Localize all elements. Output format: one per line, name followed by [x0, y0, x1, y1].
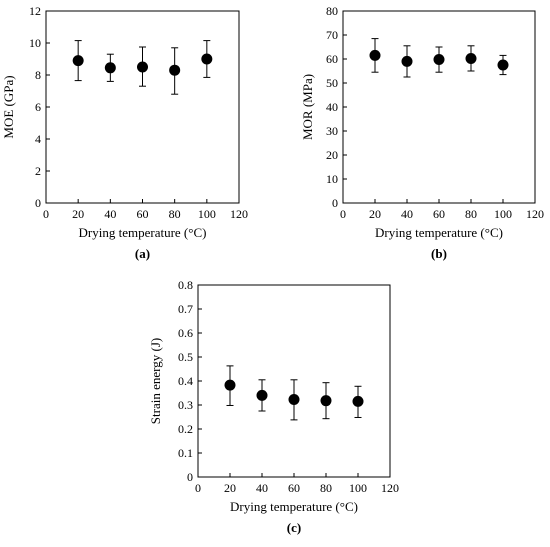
x-tick-label: 40 — [256, 481, 268, 495]
y-tick-label: 0 — [187, 470, 193, 484]
y-tick-label: 0.4 — [178, 374, 193, 388]
y-tick-label: 50 — [326, 76, 338, 90]
y-tick-label: 12 — [29, 4, 41, 18]
plot-frame — [45, 10, 240, 204]
x-tick-label: 20 — [369, 207, 381, 221]
x-axis-title: Drying temperature (°C) — [79, 225, 207, 240]
x-tick-label: 0 — [195, 481, 201, 495]
y-tick-label: 0.2 — [178, 422, 193, 436]
y-tick-label: 0 — [332, 196, 338, 210]
y-tick-label: 2 — [35, 164, 41, 178]
y-tick-label: 0.8 — [178, 278, 193, 292]
y-tick-label: 30 — [326, 124, 338, 138]
x-tick-label: 80 — [320, 481, 332, 495]
x-tick-label: 100 — [349, 481, 367, 495]
data-point — [497, 59, 509, 71]
x-tick-label: 80 — [465, 207, 477, 221]
x-axis-title: Drying temperature (°C) — [230, 499, 358, 514]
y-tick-label: 10 — [326, 172, 338, 186]
data-point — [201, 53, 213, 65]
data-point — [137, 61, 148, 73]
y-tick-label: 0.1 — [178, 446, 193, 460]
x-tick-label: 120 — [381, 481, 399, 495]
x-tick-label: 120 — [230, 207, 248, 221]
y-tick-label: 20 — [326, 148, 338, 162]
y-tick-label: 0.3 — [178, 398, 193, 412]
y-tick-label: 4 — [35, 132, 41, 146]
y-tick-label: 40 — [326, 100, 338, 114]
chart-panel-c: 0 0.1 0.2 0.3 0.4 0.5 0.6 0.7 0.8 0 20 40 60 80 100 120… — [148, 278, 399, 535]
panel-label: (c) — [287, 520, 301, 535]
data-point — [169, 64, 181, 76]
y-tick-label: 0.5 — [178, 350, 193, 364]
data-point — [352, 395, 364, 407]
x-tick-label: 100 — [198, 207, 216, 221]
x-tick-label: 40 — [104, 207, 116, 221]
x-tick-label: 60 — [288, 481, 300, 495]
data-point — [465, 53, 477, 65]
y-axis-title: Strain energy (J) — [148, 338, 163, 424]
x-tick-label: 20 — [224, 481, 236, 495]
y-tick-label: 70 — [326, 28, 338, 42]
y-tick-label: 0.7 — [178, 302, 193, 316]
panel-label: (a) — [135, 246, 150, 261]
data-point — [288, 393, 300, 405]
x-tick-label: 100 — [494, 207, 512, 221]
y-tick-label: 8 — [35, 68, 41, 82]
y-axis-title: MOR (MPa) — [300, 74, 315, 140]
y-tick-label: 10 — [29, 36, 41, 50]
y-tick-label: 80 — [326, 4, 338, 18]
data-point — [224, 379, 236, 391]
y-axis-title: MOE (GPa) — [1, 75, 16, 138]
x-tick-label: 60 — [433, 207, 445, 221]
y-tick-label: 60 — [326, 52, 338, 66]
data-point — [433, 53, 445, 65]
data-point — [369, 49, 381, 61]
data-point — [320, 395, 332, 407]
panel-label: (b) — [431, 246, 447, 261]
x-axis-title: Drying temperature (°C) — [375, 225, 503, 240]
chart-panel-b: 0 10 20 30 40 50 60 70 80 0 20 40 60 80 100 120 Drying t… — [300, 4, 544, 261]
plot-frame — [342, 10, 536, 204]
x-tick-label: 80 — [169, 207, 181, 221]
y-tick-label: 0.6 — [178, 326, 193, 340]
data-point — [256, 389, 268, 401]
data-point — [72, 55, 84, 67]
x-tick-label: 0 — [340, 207, 346, 221]
x-tick-label: 40 — [401, 207, 413, 221]
x-tick-label: 0 — [43, 207, 49, 221]
data-point — [401, 55, 413, 67]
x-tick-label: 20 — [72, 207, 84, 221]
x-tick-label: 60 — [137, 207, 149, 221]
data-point — [104, 62, 116, 74]
y-tick-label: 6 — [35, 100, 41, 114]
y-tick-label: 0 — [35, 196, 41, 210]
x-tick-label: 120 — [526, 207, 544, 221]
